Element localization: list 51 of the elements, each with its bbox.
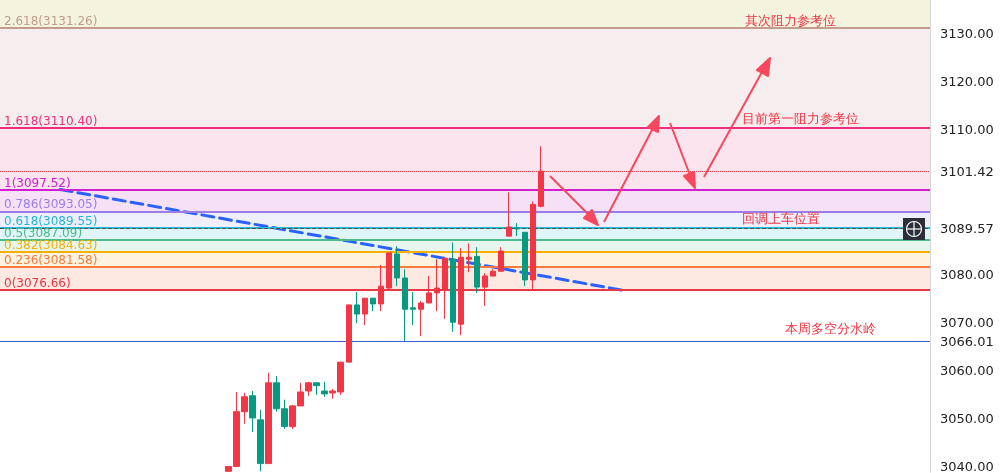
candlestick xyxy=(313,382,320,396)
candlestick xyxy=(410,291,416,326)
candlestick xyxy=(458,247,464,336)
y-tick-label: 3080.00 xyxy=(940,266,994,282)
annotation: 目前第一阻力参考位 xyxy=(742,111,859,126)
candlestick xyxy=(530,201,536,292)
ref-line-label: 0.236(3081.58) xyxy=(4,252,98,267)
y-tick-label: 3130.00 xyxy=(940,26,994,42)
y-tick-label: 3089.57 xyxy=(940,220,994,236)
ref-line-label: 2.618(3131.26) xyxy=(4,13,98,28)
y-tick-label: 3101.42 xyxy=(940,163,994,179)
candlestick xyxy=(474,246,480,294)
candlestick xyxy=(434,258,440,312)
candlestick xyxy=(354,291,360,324)
candlestick xyxy=(514,222,520,237)
candlestick xyxy=(370,297,376,312)
candlestick xyxy=(378,264,384,312)
candlestick xyxy=(498,246,504,272)
candlestick xyxy=(402,268,408,342)
candlestick xyxy=(321,381,328,398)
candlestick xyxy=(362,297,368,326)
y-tick-label: 3066.01 xyxy=(940,333,994,349)
y-tick-label: 3120.00 xyxy=(940,74,994,90)
candlestick xyxy=(426,275,432,304)
candlestick xyxy=(418,300,424,337)
annotation: 回调上车位置 xyxy=(742,211,820,226)
annotation: 本周多空分水岭 xyxy=(785,321,876,336)
candlestick xyxy=(490,268,496,277)
candlestick xyxy=(450,241,456,333)
ref-line-label: 1(3097.52) xyxy=(4,175,71,190)
candlestick xyxy=(466,242,472,273)
candlestick xyxy=(265,372,272,465)
y-tick-label: 3070.00 xyxy=(940,314,994,330)
candlestick xyxy=(257,409,264,472)
candlestick xyxy=(346,304,352,363)
ref-line-label: 1.618(3110.40) xyxy=(4,113,98,128)
candlestick xyxy=(394,245,400,287)
ref-line-label: 0(3076.66) xyxy=(4,276,71,291)
candlestick xyxy=(442,257,448,320)
y-tick-label: 3040.00 xyxy=(940,459,994,473)
ref-line-label: 0.618(3089.55) xyxy=(4,214,98,229)
annotation: 其次阻力参考位 xyxy=(745,13,836,28)
y-tick-label: 3060.00 xyxy=(940,362,994,378)
candlestick xyxy=(522,231,528,287)
y-tick-label: 3050.00 xyxy=(940,410,994,426)
candlestick xyxy=(482,272,488,307)
candlestick xyxy=(386,252,392,291)
ref-line-label: 0.786(3093.05) xyxy=(4,197,98,212)
candlestick xyxy=(249,390,256,433)
y-tick-label: 3110.00 xyxy=(940,122,994,138)
candlestick xyxy=(506,191,512,237)
